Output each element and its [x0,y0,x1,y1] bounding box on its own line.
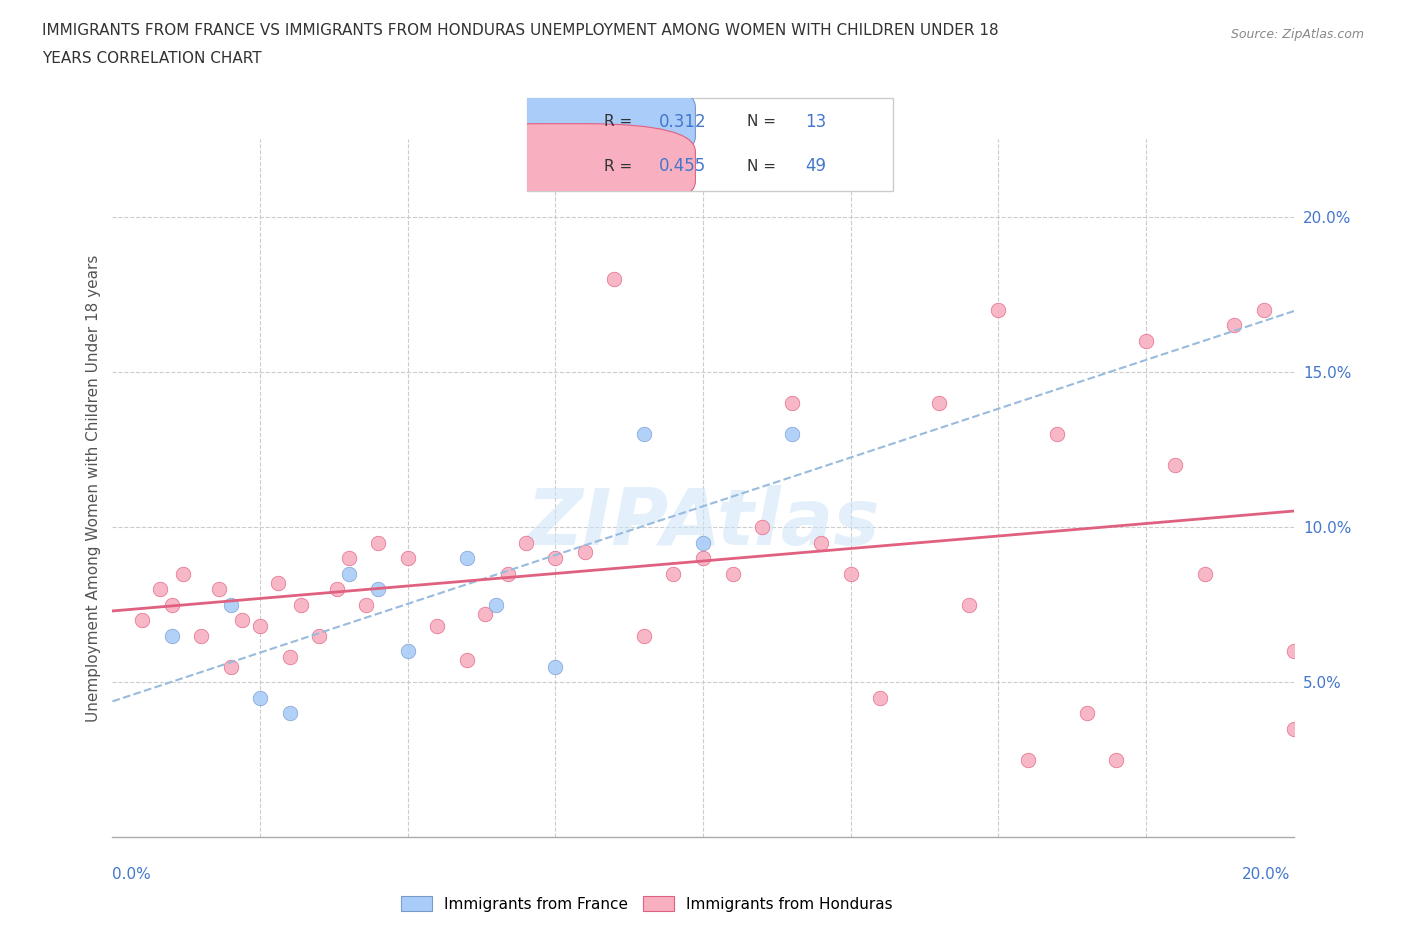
Text: 20.0%: 20.0% [1243,867,1291,882]
Text: YEARS CORRELATION CHART: YEARS CORRELATION CHART [42,51,262,66]
Point [1164,458,1187,472]
Text: 0.0%: 0.0% [112,867,152,882]
Point [231,613,253,628]
Text: 49: 49 [806,157,827,176]
Text: N =: N = [747,114,776,129]
Point [308,628,330,643]
Text: R =: R = [605,159,633,174]
Point [544,659,567,674]
Point [810,535,832,550]
Point [1135,334,1157,349]
Point [485,597,508,612]
Point [721,566,744,581]
Point [267,576,290,591]
Point [1223,318,1246,333]
Point [987,302,1010,317]
Legend: Immigrants from France, Immigrants from Honduras: Immigrants from France, Immigrants from … [395,889,898,918]
Point [249,690,271,705]
Point [1194,566,1216,581]
Point [337,566,360,581]
Point [474,606,496,621]
Text: 0.455: 0.455 [659,157,706,176]
Point [456,551,478,565]
Text: IMMIGRANTS FROM FRANCE VS IMMIGRANTS FROM HONDURAS UNEMPLOYMENT AMONG WOMEN WITH: IMMIGRANTS FROM FRANCE VS IMMIGRANTS FRO… [42,23,998,38]
Point [426,618,449,633]
Point [692,535,714,550]
Point [326,581,349,596]
Point [1253,302,1275,317]
Point [131,613,153,628]
Point [456,653,478,668]
Point [367,581,389,596]
Point [692,551,714,565]
FancyBboxPatch shape [527,98,893,191]
Point [1282,721,1305,736]
Text: R =: R = [605,114,633,129]
Point [780,395,803,410]
Point [603,272,626,286]
Point [1076,706,1098,721]
FancyBboxPatch shape [429,124,696,209]
Point [1046,427,1069,442]
Point [662,566,685,581]
Point [633,628,655,643]
Text: 13: 13 [806,113,827,131]
Text: Source: ZipAtlas.com: Source: ZipAtlas.com [1230,28,1364,41]
Point [396,644,419,658]
Point [160,597,183,612]
Point [219,659,242,674]
Point [160,628,183,643]
Point [172,566,194,581]
Point [751,520,773,535]
Text: 0.312: 0.312 [659,113,706,131]
Point [337,551,360,565]
Point [633,427,655,442]
Point [496,566,519,581]
Point [219,597,242,612]
Point [278,650,301,665]
Point [839,566,862,581]
Point [1105,752,1128,767]
Text: N =: N = [747,159,776,174]
Point [396,551,419,565]
Point [544,551,567,565]
Y-axis label: Unemployment Among Women with Children Under 18 years: Unemployment Among Women with Children U… [86,255,101,722]
Point [367,535,389,550]
Point [780,427,803,442]
Point [957,597,980,612]
Point [290,597,312,612]
Point [208,581,231,596]
FancyBboxPatch shape [429,79,696,165]
Point [574,544,596,559]
Point [1017,752,1039,767]
Point [1282,644,1305,658]
Point [249,618,271,633]
Point [190,628,212,643]
Point [278,706,301,721]
Point [515,535,537,550]
Text: ZIPAtlas: ZIPAtlas [526,485,880,561]
Point [356,597,378,612]
Point [928,395,950,410]
Point [869,690,891,705]
Point [149,581,172,596]
